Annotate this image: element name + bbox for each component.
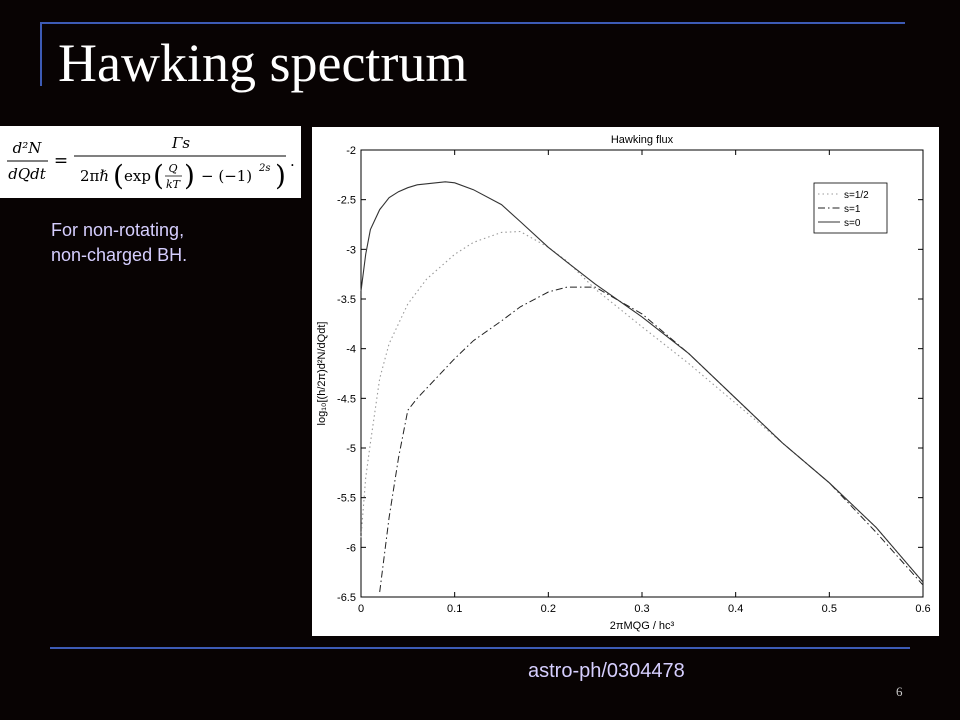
legend-label: s=0	[844, 218, 861, 229]
formula-equals: =	[54, 151, 68, 171]
hawking-formula: d²N dQdt = Γs 2πℏ ( exp ( Q kT ) − (−1) …	[0, 126, 301, 198]
bottom-rule	[50, 647, 910, 649]
legend-box	[813, 182, 888, 234]
legend-label: s=1/2	[844, 190, 869, 201]
y-tick-label: -6.5	[337, 592, 356, 604]
formula-power: 2s	[258, 163, 271, 174]
y-tick-label: -5	[346, 443, 356, 455]
formula-frac-denominator: kT	[166, 178, 182, 191]
formula-lhs-denominator: dQdt	[8, 165, 47, 183]
footer-reference: astro-ph/0304478	[528, 660, 685, 682]
series-line-solid	[360, 181, 924, 583]
formula-right-paren: )	[275, 159, 286, 192]
formula-frac-numerator: Q	[168, 162, 177, 175]
formula-left-paren: (	[113, 159, 124, 192]
formula-rhs-prefix: 2πℏ	[80, 167, 109, 185]
formula-minus-term: − (−1)	[201, 167, 252, 185]
y-tick-label: -2.5	[337, 195, 356, 207]
formula-exp: exp	[124, 167, 151, 185]
x-tick-label: 0.3	[634, 603, 649, 615]
left-rule	[40, 22, 42, 86]
x-tick-label: 0	[358, 603, 364, 615]
x-tick-label: 0.2	[541, 603, 556, 615]
formula-period: .	[290, 152, 295, 170]
y-tick-label: -2	[346, 145, 356, 157]
y-tick-label: -6	[346, 542, 356, 554]
legend-label: s=1	[844, 204, 861, 215]
series-line-dotted	[360, 230, 924, 583]
formula-inner-right-paren: )	[184, 159, 195, 192]
x-tick-label: 0.1	[447, 603, 462, 615]
y-tick-label: -4	[346, 344, 356, 356]
page-number: 6	[896, 684, 903, 699]
y-tick-label: -3	[346, 244, 356, 256]
note-line-2: non-charged BH.	[51, 245, 188, 265]
y-axis-label: log₁₀[(h/2π)d²N/dQdt]	[316, 322, 328, 426]
x-tick-label: 0.4	[728, 603, 743, 615]
y-tick-label: -5.5	[337, 493, 356, 505]
y-tick-label: -4.5	[337, 393, 356, 405]
hawking-flux-chart: Hawking flux 0 0.1 0.2 0.3 0.4 0.5 0.6 -2 -2.5 -3 -…	[312, 127, 939, 636]
note-text: For non-rotating, non-charged BH.	[51, 218, 187, 268]
slide-title: Hawking spectrum	[58, 33, 468, 93]
series-line-dashdot	[379, 286, 924, 593]
chart-title: Hawking flux	[611, 134, 674, 146]
x-axis-label: 2πMQG / hc³	[610, 620, 675, 632]
formula-rhs-numerator: Γs	[171, 134, 190, 152]
note-line-1: For non-rotating,	[51, 220, 185, 240]
x-tick-label: 0.6	[915, 603, 930, 615]
formula-lhs-numerator: d²N	[13, 139, 43, 157]
x-tick-label: 0.5	[822, 603, 837, 615]
formula-inner-left-paren: (	[153, 159, 164, 192]
y-tick-label: -3.5	[337, 294, 356, 306]
top-rule	[40, 22, 905, 24]
